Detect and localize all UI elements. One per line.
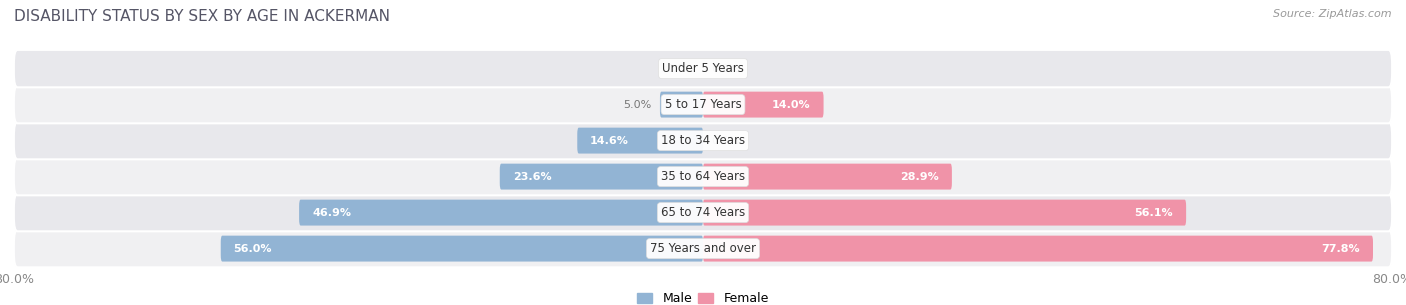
Text: 56.1%: 56.1% <box>1135 208 1173 217</box>
Text: 14.0%: 14.0% <box>772 100 811 109</box>
Text: 14.6%: 14.6% <box>591 136 628 145</box>
FancyBboxPatch shape <box>221 236 703 262</box>
FancyBboxPatch shape <box>499 164 703 190</box>
Text: 23.6%: 23.6% <box>513 172 551 181</box>
FancyBboxPatch shape <box>659 92 703 117</box>
Text: 28.9%: 28.9% <box>900 172 939 181</box>
FancyBboxPatch shape <box>703 236 1374 262</box>
Text: 0.0%: 0.0% <box>666 64 695 74</box>
Text: 77.8%: 77.8% <box>1322 244 1360 253</box>
Text: 5 to 17 Years: 5 to 17 Years <box>665 98 741 111</box>
FancyBboxPatch shape <box>14 50 1392 87</box>
FancyBboxPatch shape <box>703 200 1187 226</box>
Legend: Male, Female: Male, Female <box>633 287 773 305</box>
Text: 46.9%: 46.9% <box>312 208 352 217</box>
FancyBboxPatch shape <box>299 200 703 226</box>
Text: 18 to 34 Years: 18 to 34 Years <box>661 134 745 147</box>
Text: DISABILITY STATUS BY SEX BY AGE IN ACKERMAN: DISABILITY STATUS BY SEX BY AGE IN ACKER… <box>14 9 389 24</box>
FancyBboxPatch shape <box>14 230 1392 267</box>
Text: 75 Years and over: 75 Years and over <box>650 242 756 255</box>
Text: 56.0%: 56.0% <box>233 244 273 253</box>
FancyBboxPatch shape <box>578 127 703 153</box>
FancyBboxPatch shape <box>14 122 1392 159</box>
FancyBboxPatch shape <box>703 164 952 190</box>
Text: 35 to 64 Years: 35 to 64 Years <box>661 170 745 183</box>
Text: 5.0%: 5.0% <box>623 100 651 109</box>
FancyBboxPatch shape <box>14 194 1392 231</box>
Text: 65 to 74 Years: 65 to 74 Years <box>661 206 745 219</box>
FancyBboxPatch shape <box>703 92 824 117</box>
Text: 0.0%: 0.0% <box>711 64 740 74</box>
Text: Under 5 Years: Under 5 Years <box>662 62 744 75</box>
Text: Source: ZipAtlas.com: Source: ZipAtlas.com <box>1274 9 1392 19</box>
FancyBboxPatch shape <box>14 158 1392 195</box>
Text: 0.0%: 0.0% <box>711 136 740 145</box>
FancyBboxPatch shape <box>14 86 1392 123</box>
